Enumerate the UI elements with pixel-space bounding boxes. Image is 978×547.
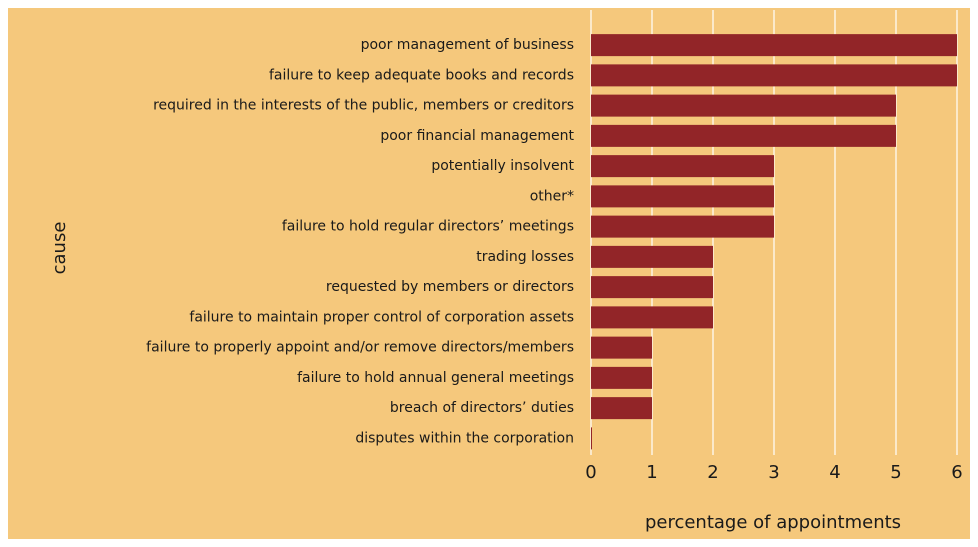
y-tick-label: breach of directors’ duties: [390, 400, 574, 416]
bar: [591, 306, 713, 329]
bar: [591, 276, 713, 299]
chart-background: [8, 8, 970, 539]
x-tick-label: 2: [707, 462, 718, 483]
x-tick-label: 6: [951, 462, 962, 483]
y-tick-label: required in the interests of the public,…: [153, 98, 574, 114]
x-tick-label: 3: [768, 462, 779, 483]
y-tick-label: other*: [530, 188, 574, 204]
bar: [591, 155, 774, 178]
x-tick-label: 4: [829, 462, 840, 483]
bar: [591, 185, 774, 208]
x-tick-label: 5: [890, 462, 901, 483]
bar: [591, 366, 652, 389]
y-tick-label: failure to maintain proper control of co…: [189, 309, 574, 325]
bar: [591, 427, 592, 450]
y-tick-label: poor financial management: [380, 128, 574, 144]
bar: [591, 94, 896, 117]
bar: [591, 34, 957, 57]
y-tick-label: potentially insolvent: [431, 158, 574, 174]
y-tick-label: requested by members or directors: [326, 279, 574, 295]
y-tick-label: failure to hold regular directors’ meeti…: [282, 219, 574, 235]
y-tick-label: failure to keep adequate books and recor…: [269, 67, 574, 83]
x-axis-label: percentage of appointments: [645, 512, 901, 533]
x-tick-label: 0: [585, 462, 596, 483]
y-tick-label: poor management of business: [361, 37, 574, 53]
y-tick-label: trading losses: [476, 249, 574, 265]
bar: [591, 64, 957, 87]
bar: [591, 215, 774, 238]
bar: [591, 245, 713, 268]
y-axis-label: cause: [49, 222, 70, 275]
bar: [591, 336, 652, 359]
y-tick-label: failure to properly appoint and/or remov…: [146, 340, 574, 356]
x-tick-label: 1: [646, 462, 657, 483]
y-tick-label: failure to hold annual general meetings: [297, 370, 574, 386]
bar: [591, 124, 896, 147]
bar: [591, 397, 652, 420]
y-tick-label: disputes within the corporation: [355, 430, 574, 446]
